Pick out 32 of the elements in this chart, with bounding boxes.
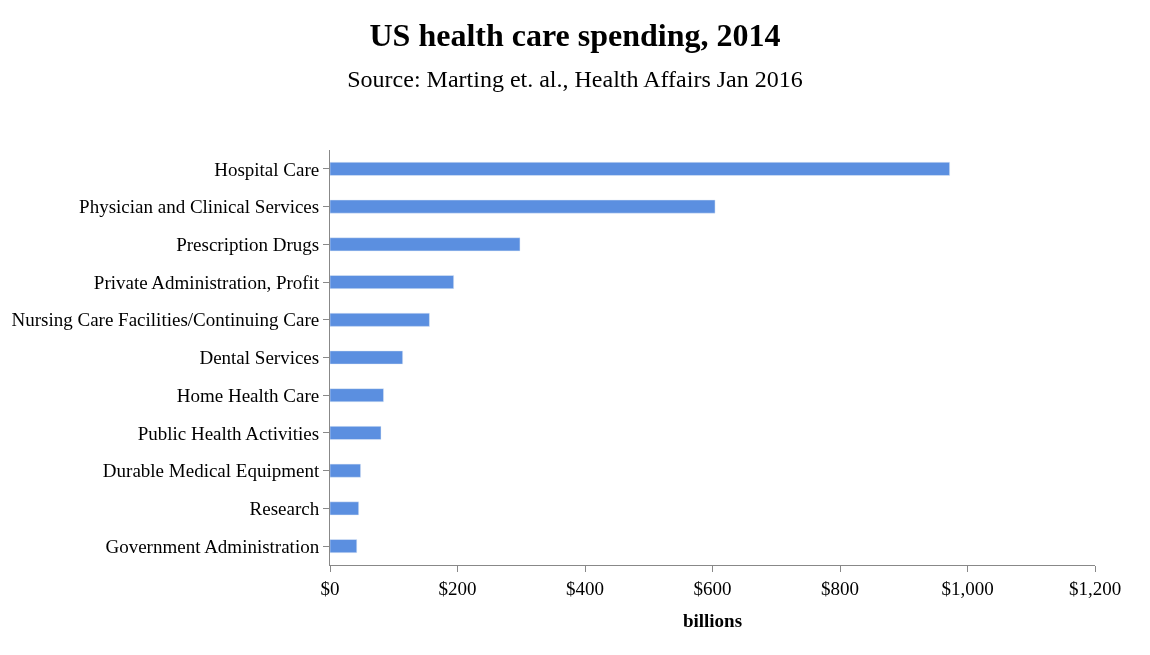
x-tick-label: $400 xyxy=(566,577,604,599)
x-tick-label: $0 xyxy=(320,577,340,599)
bar xyxy=(330,350,403,365)
y-tick-label: Public Health Activities xyxy=(137,422,320,444)
bar xyxy=(330,426,382,440)
y-tick-label: Hospital Care xyxy=(214,158,320,180)
y-tick-label: Physician and Clinical Services xyxy=(79,196,320,218)
bar xyxy=(330,162,950,176)
x-tick-label: $600 xyxy=(693,577,732,599)
y-tick-label: Home Health Care xyxy=(176,384,320,406)
bar xyxy=(330,275,454,289)
bar xyxy=(330,312,430,327)
chart-subtitle: Source: Marting et. al., Health Affairs Jan 2016 xyxy=(347,66,803,93)
y-tick-label: Prescription Drugs xyxy=(176,233,320,255)
bar xyxy=(330,388,384,403)
bar xyxy=(330,199,716,214)
x-tick-label: $200 xyxy=(438,577,477,599)
y-tick-label: Private Administration, Profit xyxy=(93,271,320,293)
x-tick-label: $1,000 xyxy=(941,577,994,599)
x-tick-label: $800 xyxy=(821,577,859,599)
bar xyxy=(330,501,359,516)
y-tick-label: Research xyxy=(249,498,320,520)
chart-title: US health care spending, 2014 xyxy=(369,16,781,53)
y-tick-label: Durable Medical Equipment xyxy=(102,460,320,482)
x-axis-title: billions xyxy=(682,609,743,631)
y-tick-label: Dental Services xyxy=(199,347,320,369)
y-tick-label: Nursing Care Facilities/Continuing Care xyxy=(11,309,320,331)
x-tick-label: $1,200 xyxy=(1068,577,1122,599)
bar xyxy=(330,463,361,478)
bar xyxy=(330,539,358,553)
bar xyxy=(330,237,521,252)
y-tick-label: Government Administration xyxy=(105,535,320,557)
